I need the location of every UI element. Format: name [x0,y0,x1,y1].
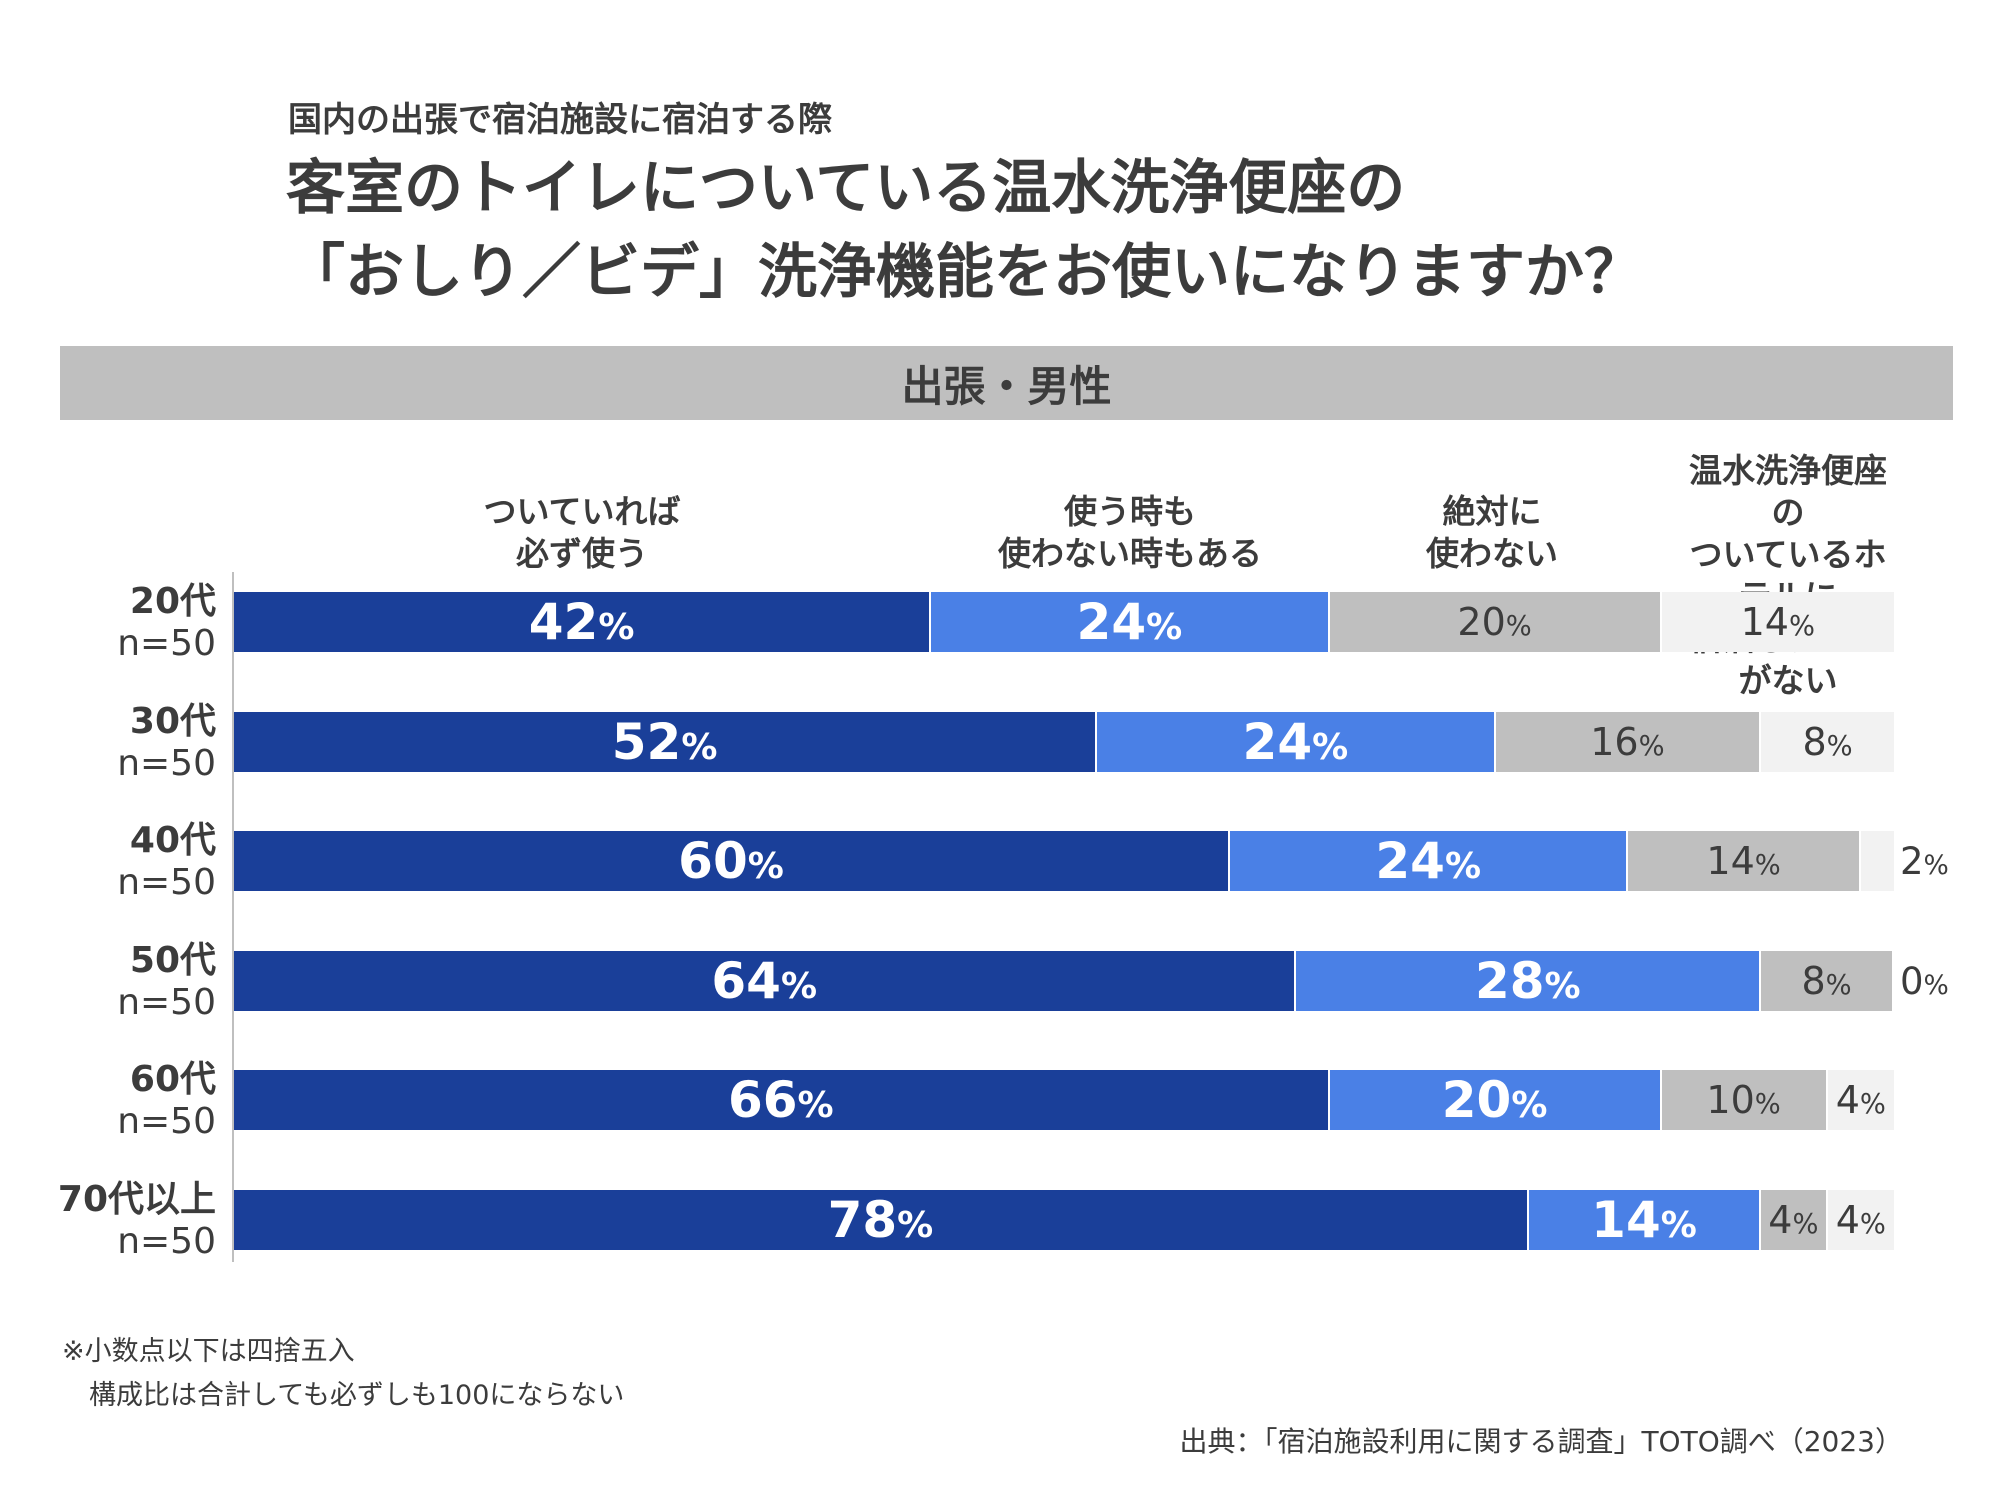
row-sample-size: n=50 [117,981,216,1023]
data-label: 20% [1457,600,1532,644]
row-sample-size: n=50 [117,742,216,784]
data-label: 28% [1474,951,1581,1010]
data-label: 8% [1801,958,1852,1003]
row-label: 60代 n=50 [117,1059,216,1143]
row-sample-size: n=50 [117,623,216,664]
data-label: 20% [1441,1071,1548,1129]
data-label: 8% [1802,719,1853,764]
data-label: 16% [1590,719,1665,764]
legend-entry-1: ついていれば 必ず使う [483,492,681,573]
bar-segment: 24% [1230,831,1629,891]
data-label: 14% [1706,839,1781,883]
row-age-label: 50代 [129,939,216,981]
row-sample-size: n=50 [117,1101,216,1142]
bar-segment: 16% [1495,711,1762,772]
bar-segment: 20% [1329,592,1662,652]
data-label-outside: 0% [1900,963,1949,1000]
bar-segment: 24% [931,592,1330,652]
data-label: 2% [1900,840,1949,883]
bar-segment: 52% [234,711,1098,772]
row-age-label: 70代以上 [57,1178,216,1220]
data-label: 10% [1706,1078,1781,1122]
row-label: 50代 n=50 [117,940,216,1024]
row-age-label: 40代 [129,820,216,861]
title-line-1: 客室のトイレについている温水洗浄便座の [286,153,1406,222]
data-label: 4% [1835,1078,1886,1122]
bar-segment: 66% [234,1070,1330,1130]
bar-segment: 14% [1628,831,1861,891]
data-label-outside: 2% [1900,843,1949,880]
bar-segment: 14% [1528,1189,1762,1250]
legend-entry-4: 温水洗浄便座の ついているホテルに 宿泊したことがない [1689,451,1887,700]
row-label: 40代 n=50 [117,820,216,904]
row-label: 30代 n=50 [117,701,216,785]
bar-segment: 42% [234,592,932,652]
bar-segment: 24% [1097,711,1496,772]
bar-segment: 10% [1661,1070,1828,1130]
legend-entry-2: 使う時も 使わない時もある [998,492,1262,573]
row-age-label: 60代 [129,1059,216,1100]
bar-segment: 4% [1761,1189,1828,1250]
row-sample-size: n=50 [117,862,216,903]
title-line-2: 「おしり／ビデ」洗浄機能をお使いになりますか？ [286,237,1644,306]
data-label: 0% [1900,959,1949,1003]
row-label: 20代 n=50 [117,581,216,665]
bar-segment: 14% [1661,592,1894,652]
row-age-label: 20代 [129,581,216,622]
chart-title: 客室のトイレについている温水洗浄便座の 「おしり／ビデ」洗浄機能をお使いになりま… [286,146,1643,314]
bar-segment: 60% [234,831,1230,891]
row-age-label: 30代 [129,700,216,742]
data-label: 4% [1835,1197,1886,1242]
data-label: 24% [1076,593,1183,651]
source-credit: 出典：「宿泊施設利用に関する調査」TOTO調べ（2023） [1179,1425,1903,1458]
data-label: 24% [1242,712,1349,771]
data-label: 66% [727,1071,834,1129]
segment-band: 出張・男性 [60,346,1953,420]
bar-segment: 78% [234,1189,1529,1250]
data-label: 24% [1375,832,1482,890]
bar-segment: 64% [234,950,1297,1011]
bar-segment: 4% [1827,1070,1894,1130]
footnote: ※小数点以下は四捨五入 構成比は合計しても必ずしも100にならない [62,1336,625,1411]
chart-subtitle: 国内の出張で宿泊施設に宿泊する際 [288,100,832,140]
data-label: 14% [1740,600,1815,644]
bar-segment: 20% [1329,1070,1662,1130]
data-label: 4% [1768,1197,1819,1242]
axis-line [232,572,234,1262]
data-label: 78% [827,1190,934,1249]
bar-segment: 8% [1761,950,1894,1011]
row-label: 70代以上 n=50 [58,1179,216,1263]
row-sample-size: n=50 [117,1220,216,1262]
data-label: 52% [611,712,718,771]
bar-segment: 28% [1296,950,1762,1011]
bar-segment: 8% [1761,711,1894,772]
data-label: 64% [711,951,818,1010]
data-label: 14% [1591,1190,1697,1249]
bar-segment [1860,831,1894,891]
data-label: 42% [528,593,635,651]
bar-segment: 4% [1827,1189,1894,1250]
data-label: 60% [678,832,784,890]
legend-entry-3: 絶対に 使わない [1426,492,1558,573]
